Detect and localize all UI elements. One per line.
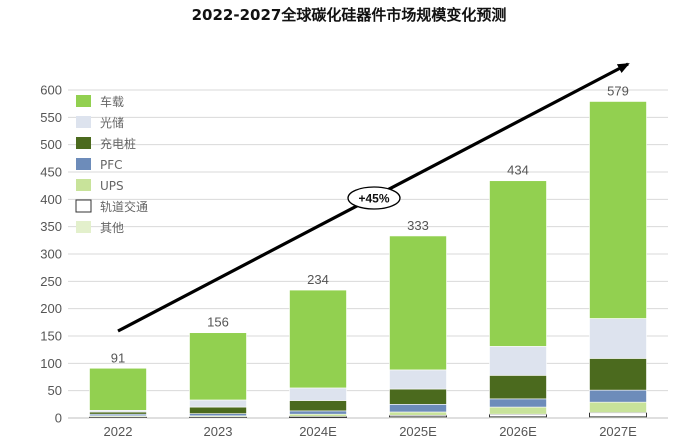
x-tick-label: 2022 bbox=[104, 424, 133, 439]
legend-label: 光储 bbox=[100, 115, 124, 130]
legend-label: 充电桩 bbox=[100, 136, 136, 151]
x-tick-label: 2023 bbox=[204, 424, 233, 439]
y-tick-label: 450 bbox=[40, 165, 62, 180]
legend-swatch bbox=[76, 116, 91, 128]
y-tick-label: 200 bbox=[40, 301, 62, 316]
cagr-label: +45% bbox=[358, 192, 389, 206]
bar-segment bbox=[89, 367, 147, 411]
total-labels: 91 156 234 333 434 579 bbox=[111, 83, 629, 365]
legend-label: 其他 bbox=[100, 221, 124, 235]
bar-segment bbox=[589, 412, 647, 418]
bar-segment bbox=[589, 401, 647, 413]
total-label: 156 bbox=[207, 315, 229, 330]
bar-segment bbox=[489, 346, 547, 376]
x-axis: 2022 2023 2024E 2025E 2026E 2027E bbox=[104, 424, 638, 439]
bar-segment bbox=[389, 369, 447, 390]
legend-swatch bbox=[76, 158, 91, 170]
bar-segment bbox=[189, 406, 247, 414]
bar-segment bbox=[489, 398, 547, 408]
bar-segment bbox=[389, 411, 447, 416]
bars bbox=[89, 101, 647, 419]
y-tick-label: 50 bbox=[48, 383, 62, 398]
y-tick-label: 600 bbox=[40, 83, 62, 98]
legend-label: 轨道交通 bbox=[100, 199, 148, 214]
legend-swatch bbox=[76, 137, 91, 149]
bar-segment bbox=[289, 400, 347, 412]
legend-swatch bbox=[76, 95, 91, 107]
bar-segment bbox=[489, 375, 547, 400]
bar-segment bbox=[289, 410, 347, 415]
y-tick-label: 150 bbox=[40, 329, 62, 344]
bar-segment bbox=[189, 399, 247, 408]
bar-segment bbox=[589, 101, 647, 319]
x-tick-label: 2024E bbox=[299, 424, 337, 439]
y-tick-label: 300 bbox=[40, 247, 62, 262]
y-tick-label: 250 bbox=[40, 274, 62, 289]
bar-segment bbox=[389, 404, 447, 413]
total-label: 579 bbox=[607, 83, 629, 98]
legend-label: PFC bbox=[100, 158, 123, 172]
total-label: 234 bbox=[307, 272, 329, 287]
y-tick-label: 350 bbox=[40, 219, 62, 234]
bar-segment bbox=[289, 413, 347, 417]
bar-segment bbox=[589, 358, 647, 391]
bar-segment bbox=[289, 387, 347, 401]
bar-segment bbox=[289, 289, 347, 389]
bar-segment bbox=[389, 235, 447, 371]
bar-segment bbox=[489, 406, 547, 415]
legend-label: UPS bbox=[100, 179, 124, 193]
x-tick-label: 2025E bbox=[399, 424, 437, 439]
legend-swatch bbox=[76, 179, 91, 191]
y-tick-label: 0 bbox=[55, 411, 62, 426]
total-label: 434 bbox=[507, 163, 529, 178]
bar-segment bbox=[589, 389, 647, 403]
bar-segment bbox=[189, 413, 247, 417]
y-tick-label: 500 bbox=[40, 137, 62, 152]
legend-label: 车载 bbox=[100, 94, 124, 109]
legend-swatch bbox=[75, 199, 92, 213]
total-label: 91 bbox=[111, 350, 125, 365]
grid bbox=[68, 89, 668, 392]
bar-segment bbox=[389, 388, 447, 405]
x-tick-label: 2027E bbox=[599, 424, 637, 439]
bar-segment bbox=[89, 411, 147, 415]
y-tick-label: 400 bbox=[40, 192, 62, 207]
cagr-ellipse bbox=[347, 186, 401, 210]
legend-swatch bbox=[76, 221, 91, 233]
bar-segment bbox=[189, 332, 247, 401]
y-axis: 0 50 100 150 200 250 300 350 400 450 500 550 600 bbox=[40, 83, 668, 426]
chart-title: 2022-2027全球碳化硅器件市场规模变化预测 bbox=[192, 6, 507, 24]
bar-segment bbox=[589, 318, 647, 359]
bar-segment bbox=[489, 413, 547, 418]
x-tick-label: 2026E bbox=[499, 424, 537, 439]
y-tick-label: 550 bbox=[40, 110, 62, 125]
total-label: 333 bbox=[407, 218, 429, 233]
trend-annotation: +45% bbox=[117, 62, 630, 333]
bar-segment bbox=[489, 180, 547, 347]
y-tick-label: 100 bbox=[40, 356, 62, 371]
